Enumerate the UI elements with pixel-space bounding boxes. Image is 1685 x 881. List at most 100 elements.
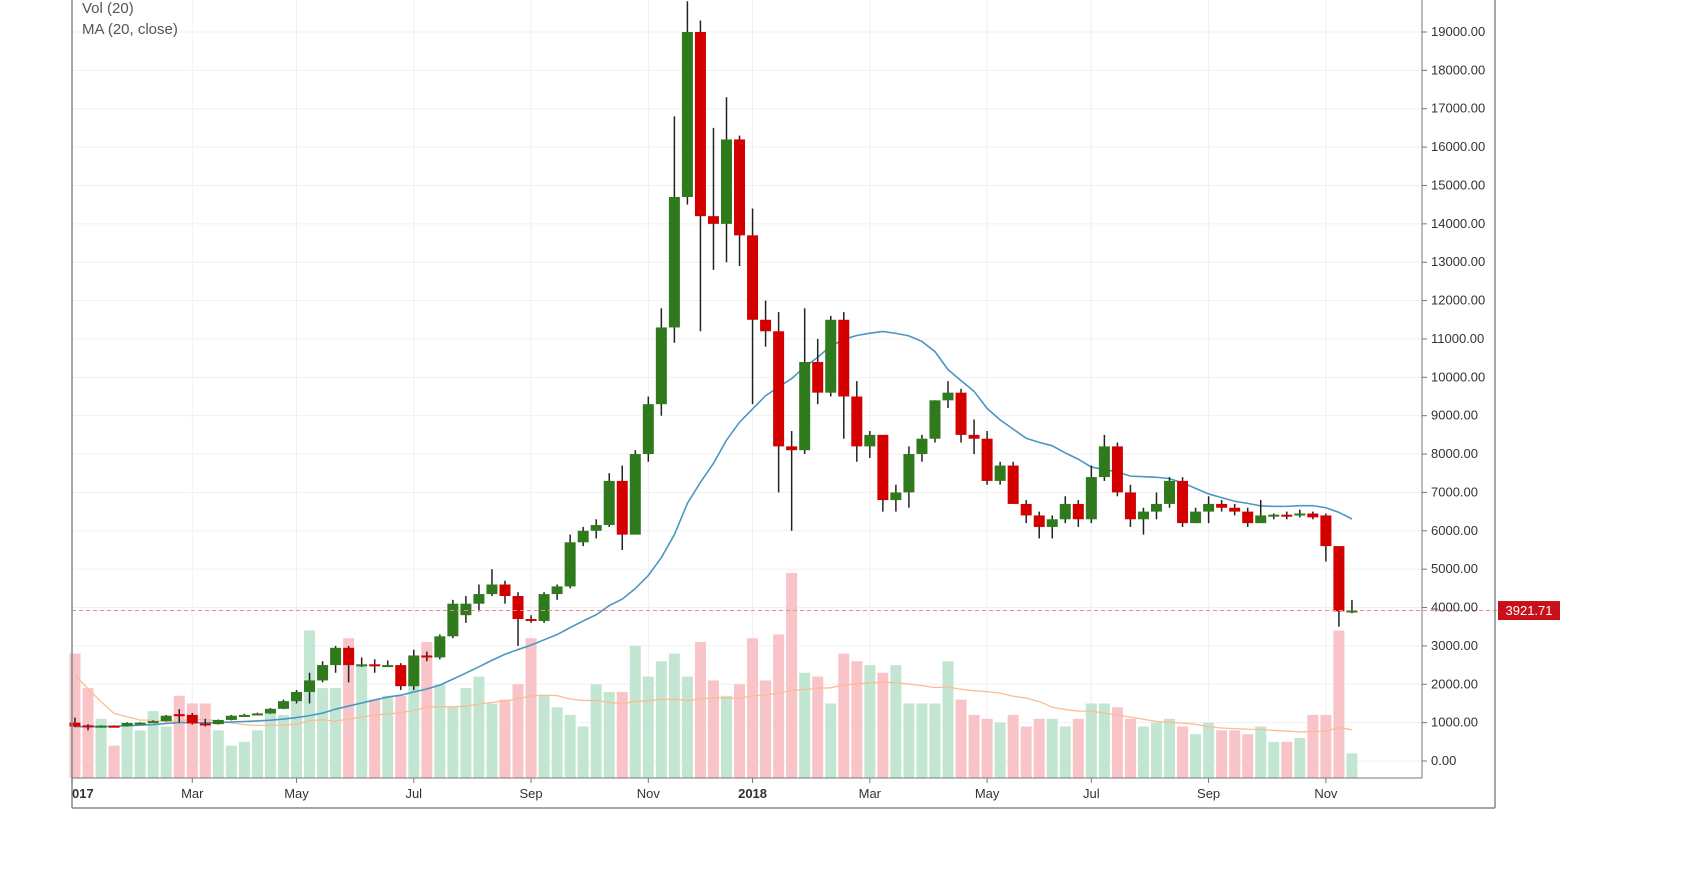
- candle-body: [173, 714, 185, 717]
- candle: [160, 714, 172, 722]
- volume-bar: [721, 695, 732, 778]
- candle-body: [291, 691, 303, 702]
- candle: [864, 431, 876, 458]
- candle: [1307, 511, 1319, 520]
- x-tick-label: Nov: [637, 786, 661, 801]
- volume-bar: [1177, 726, 1189, 778]
- candle-body: [721, 139, 732, 224]
- volume-bar: [707, 680, 719, 778]
- candle: [773, 312, 785, 493]
- candle-body: [1268, 514, 1280, 517]
- candles: [69, 1, 1358, 731]
- candle-body: [877, 434, 889, 501]
- y-tick-label: 19000.00: [1431, 24, 1485, 39]
- volume-bar: [1124, 718, 1136, 778]
- candle-body: [1124, 492, 1136, 520]
- volume-bar: [343, 638, 355, 778]
- y-tick-label: 13000.00: [1431, 254, 1485, 269]
- volume-bar: [851, 661, 863, 778]
- candle: [734, 135, 746, 267]
- candle-body: [486, 584, 498, 595]
- volume-bar: [864, 665, 876, 778]
- volume-bar: [1190, 734, 1202, 778]
- x-tick-label: 2018: [738, 786, 767, 801]
- candle-body: [499, 584, 511, 597]
- candle: [1007, 461, 1019, 504]
- candle: [95, 725, 107, 728]
- volume-bar: [773, 634, 785, 778]
- candle-body: [1229, 507, 1241, 512]
- volume-bar: [134, 730, 146, 778]
- candle: [694, 20, 706, 332]
- candle: [629, 450, 641, 535]
- candle-body: [251, 713, 263, 716]
- candle: [1150, 492, 1162, 520]
- candle-body: [786, 446, 798, 451]
- volume-bar: [1242, 734, 1254, 778]
- candle: [747, 208, 759, 405]
- candle: [512, 592, 524, 646]
- candle: [238, 713, 250, 717]
- candle: [460, 596, 472, 623]
- y-tick-label: 10000.00: [1431, 369, 1485, 384]
- volume-bar: [499, 699, 511, 778]
- candle: [1190, 507, 1202, 524]
- candle-body: [903, 454, 915, 493]
- candle: [760, 300, 772, 347]
- legend-volume[interactable]: Vol (20): [82, 0, 134, 17]
- volume-bar: [330, 688, 342, 778]
- volume-bar: [838, 653, 850, 778]
- volume-bar: [668, 653, 680, 778]
- volume-bar: [1216, 730, 1228, 778]
- candle: [69, 717, 81, 728]
- volume-bar: [160, 726, 172, 778]
- legend-ma[interactable]: MA (20, close): [82, 21, 178, 38]
- candle: [590, 519, 602, 539]
- candle: [186, 713, 198, 725]
- x-tick-label: 017: [72, 786, 94, 801]
- volume-bar: [473, 676, 485, 778]
- candle-body: [929, 400, 941, 439]
- volume-bar: [1268, 741, 1280, 778]
- candle-body: [1346, 610, 1358, 613]
- price-axis[interactable]: 0.00 1000.00 2000.00 3000.00 4000.00 5000.00 6…: [1422, 24, 1485, 768]
- volume-bar: [382, 695, 394, 778]
- candle-body: [69, 722, 81, 727]
- y-tick-label: 4000.00: [1431, 600, 1478, 615]
- candle: [942, 381, 954, 409]
- volume-bar: [1150, 722, 1162, 778]
- candle-body: [304, 680, 316, 692]
- candle: [916, 434, 928, 462]
- candle-body: [616, 480, 628, 535]
- candle-body: [1085, 477, 1097, 520]
- candle-body: [1046, 519, 1058, 527]
- volume-bar: [1033, 718, 1045, 778]
- volume-ma-line: [74, 674, 1353, 733]
- candle: [108, 725, 120, 728]
- y-tick-label: 18000.00: [1431, 62, 1485, 77]
- candle-body: [1137, 511, 1149, 520]
- time-axis[interactable]: 017 Mar May Jul Sep Nov 2018 Mar May Jul Sep Nov: [71, 778, 1338, 801]
- candle-body: [994, 465, 1006, 481]
- candle-body: [1294, 513, 1306, 516]
- volume-bar: [747, 638, 759, 778]
- candle-body: [121, 723, 133, 727]
- candle-body: [212, 719, 224, 725]
- candle: [851, 381, 863, 462]
- candle: [1164, 477, 1176, 508]
- candle-body: [1177, 480, 1189, 524]
- volume-bar: [277, 714, 289, 778]
- candle-body: [668, 196, 680, 328]
- candle: [1216, 500, 1228, 512]
- candle-body: [1007, 465, 1019, 504]
- volume-bar: [173, 695, 185, 778]
- candle: [395, 663, 407, 691]
- candle: [330, 645, 342, 673]
- candle-body: [590, 525, 602, 531]
- candle: [225, 714, 237, 721]
- candle: [681, 1, 693, 205]
- volume-bar: [590, 684, 602, 778]
- x-tick-label: Nov: [1314, 786, 1338, 801]
- candle: [1046, 515, 1058, 539]
- volume-bar: [968, 714, 980, 778]
